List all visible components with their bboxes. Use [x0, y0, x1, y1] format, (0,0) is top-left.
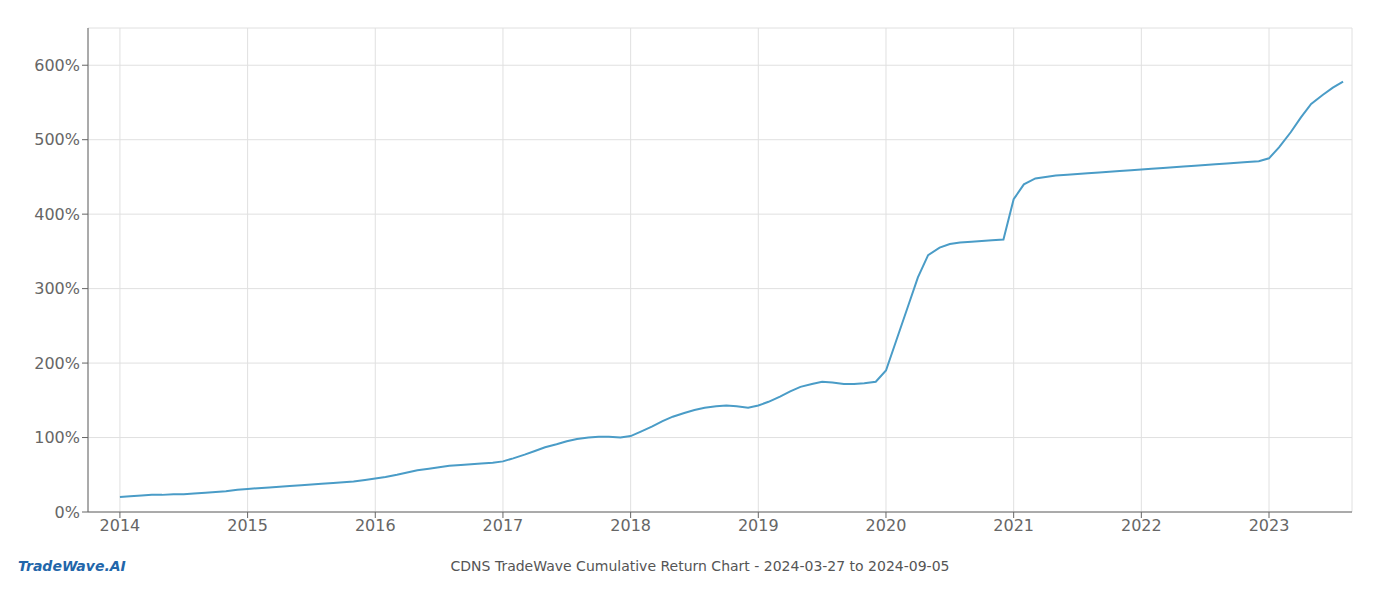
- svg-text:2016: 2016: [355, 516, 396, 535]
- svg-text:2019: 2019: [738, 516, 779, 535]
- html-text:TradeWave.AI: TradeWave.AI: [18, 558, 126, 574]
- svg-text:400%: 400%: [34, 205, 80, 224]
- svg-text:2022: 2022: [1121, 516, 1162, 535]
- svg-text:500%: 500%: [34, 130, 80, 149]
- svg-text:2017: 2017: [483, 516, 524, 535]
- svg-text:300%: 300%: [34, 279, 80, 298]
- html-text:CDNS TradeWave Cumulative Retu: CDNS TradeWave Cumulative Return Chart -…: [450, 558, 950, 574]
- svg-text:2014: 2014: [100, 516, 141, 535]
- svg-text:2021: 2021: [993, 516, 1034, 535]
- svg-text:200%: 200%: [34, 354, 80, 373]
- svg-text:2023: 2023: [1249, 516, 1290, 535]
- svg-text:100%: 100%: [34, 428, 80, 447]
- svg-text:600%: 600%: [34, 56, 80, 75]
- svg-text:2020: 2020: [866, 516, 907, 535]
- svg-text:0%: 0%: [55, 503, 80, 522]
- svg-text:2015: 2015: [227, 516, 268, 535]
- svg-text:2018: 2018: [610, 516, 651, 535]
